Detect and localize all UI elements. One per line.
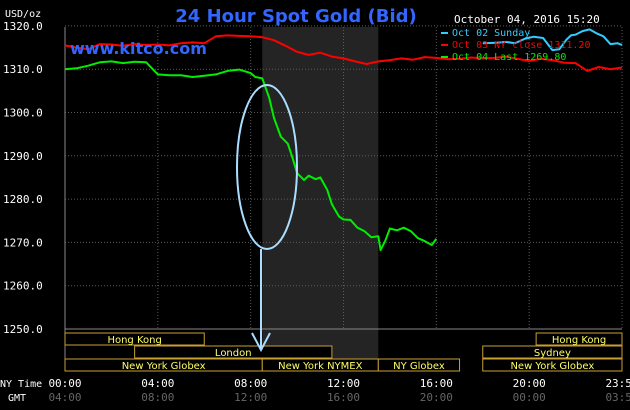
x-tick-label-ny: 12:00: [327, 377, 360, 390]
y-tick-label: 1290.0: [3, 150, 43, 163]
y-tick-label: 1320.0: [3, 20, 43, 33]
session-box: [482, 345, 623, 359]
session-label: Sydney: [534, 348, 571, 359]
chart-title: 24 Hour Spot Gold (Bid): [175, 6, 416, 27]
x-tick-label-gmt: 03:59: [605, 391, 630, 404]
x-tick-label-gmt: 00:00: [513, 391, 546, 404]
watermark: www.kitco.com: [70, 39, 207, 58]
x-tick-label-gmt: 20:00: [420, 391, 453, 404]
x-tick-label-ny: 08:00: [234, 377, 267, 390]
highlight-ellipse: [236, 84, 298, 250]
session-label: New York Globex: [510, 361, 594, 372]
legend-label: Oct 04 Last 1269.80: [452, 52, 566, 63]
session-box: [482, 358, 623, 372]
session-label: NY Globex: [393, 361, 445, 372]
x-tick-label-gmt: 12:00: [234, 391, 267, 404]
units-label: USD/oz: [5, 9, 41, 20]
timestamp: October 04, 2016 15:20: [454, 13, 600, 26]
session-box: [134, 345, 333, 359]
session-label: New York Globex: [122, 361, 206, 372]
x-tick-label-ny: 16:00: [420, 377, 453, 390]
session-label: London: [215, 348, 252, 359]
x-tick-label-ny: 04:00: [141, 377, 174, 390]
series-line: [64, 34, 623, 72]
x-tick-label-gmt: 08:00: [141, 391, 174, 404]
arrow-head: [251, 332, 271, 353]
session-label: Hong Kong: [552, 335, 606, 346]
y-tick-label: 1260.0: [3, 280, 43, 293]
y-tick-label: 1310.0: [3, 63, 43, 76]
legend-label: Oct 03 NY close 1311.20: [452, 40, 590, 51]
legend-label: Oct 02 Sunday: [452, 28, 530, 39]
x-tick-label-ny: 20:00: [513, 377, 546, 390]
y-tick-label: 1280.0: [3, 193, 43, 206]
x-tick-label-gmt: 16:00: [327, 391, 360, 404]
x-tick-label-ny: 00:00: [48, 377, 81, 390]
x-tick-label-ny: 23:59: [605, 377, 630, 390]
session-label: Hong Kong: [107, 335, 161, 346]
gmt-label: GMT: [8, 393, 26, 404]
ny-time-label: NY Time: [0, 379, 42, 390]
session-box: [535, 332, 623, 346]
y-tick-label: 1270.0: [3, 236, 43, 249]
series-line: [482, 28, 623, 52]
y-tick-label: 1300.0: [3, 107, 43, 120]
series-line: [64, 60, 438, 252]
x-tick-label-gmt: 04:00: [48, 391, 81, 404]
session-box: [377, 358, 461, 372]
session-box: [64, 332, 205, 346]
y-tick-label: 1250.0: [3, 323, 43, 336]
session-label: New York NYMEX: [278, 361, 363, 372]
